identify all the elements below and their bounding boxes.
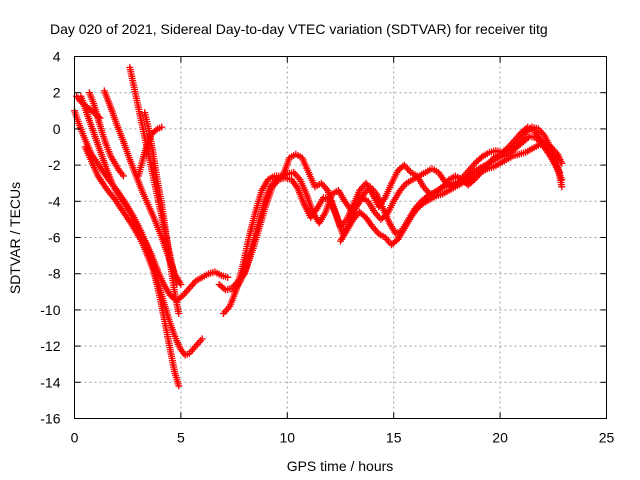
y-tick-label: -14 bbox=[40, 374, 60, 390]
y-axis-title: SDTVAR / TECUs bbox=[7, 182, 23, 294]
y-tick-label: 0 bbox=[53, 121, 61, 137]
x-tick-label: 20 bbox=[492, 430, 508, 446]
x-axis-ticks: 0 5 10 15 20 25 bbox=[71, 56, 615, 446]
y-tick-label: 4 bbox=[53, 49, 61, 65]
x-tick-label: 0 bbox=[71, 430, 79, 446]
x-axis-title: GPS time / hours bbox=[287, 458, 394, 474]
data-point bbox=[158, 123, 166, 131]
series-12 bbox=[85, 89, 127, 180]
y-tick-label: -10 bbox=[40, 302, 60, 318]
x-tick-label: 15 bbox=[386, 430, 402, 446]
x-tick-label: 5 bbox=[177, 430, 185, 446]
y-tick-label: -2 bbox=[48, 157, 61, 173]
y-tick-label: -16 bbox=[40, 411, 60, 427]
data-point bbox=[477, 153, 485, 161]
data-point bbox=[175, 310, 183, 318]
data-point bbox=[152, 126, 160, 134]
data-point bbox=[526, 124, 534, 132]
data-point bbox=[119, 172, 127, 180]
data-point bbox=[220, 285, 228, 293]
y-tick-label: -8 bbox=[48, 266, 61, 282]
data-point bbox=[418, 200, 426, 208]
series-10 bbox=[337, 139, 566, 249]
y-tick-label: -12 bbox=[40, 338, 60, 354]
data-point bbox=[558, 183, 566, 191]
data-point bbox=[437, 184, 445, 192]
data-point bbox=[524, 133, 532, 141]
data-point bbox=[558, 159, 566, 167]
data-point bbox=[175, 382, 183, 390]
data-point bbox=[198, 335, 206, 343]
data-points bbox=[71, 63, 566, 390]
data-point bbox=[224, 273, 232, 281]
y-tick-label: -4 bbox=[48, 193, 61, 209]
y-axis-ticks: -16 -14 -12 -10 -8 -6 -4 -2 0 2 4 bbox=[40, 49, 607, 427]
series-6 bbox=[134, 123, 166, 180]
data-point bbox=[177, 293, 185, 301]
x-tick-label: 10 bbox=[280, 430, 296, 446]
series-1 bbox=[81, 143, 183, 390]
x-tick-label: 25 bbox=[599, 430, 615, 446]
y-tick-label: 2 bbox=[53, 85, 61, 101]
series-2 bbox=[77, 92, 232, 305]
series-7 bbox=[219, 132, 566, 318]
y-tick-label: -6 bbox=[48, 230, 61, 246]
chart-title: Day 020 of 2021, Sidereal Day-to-day VTE… bbox=[50, 21, 548, 37]
